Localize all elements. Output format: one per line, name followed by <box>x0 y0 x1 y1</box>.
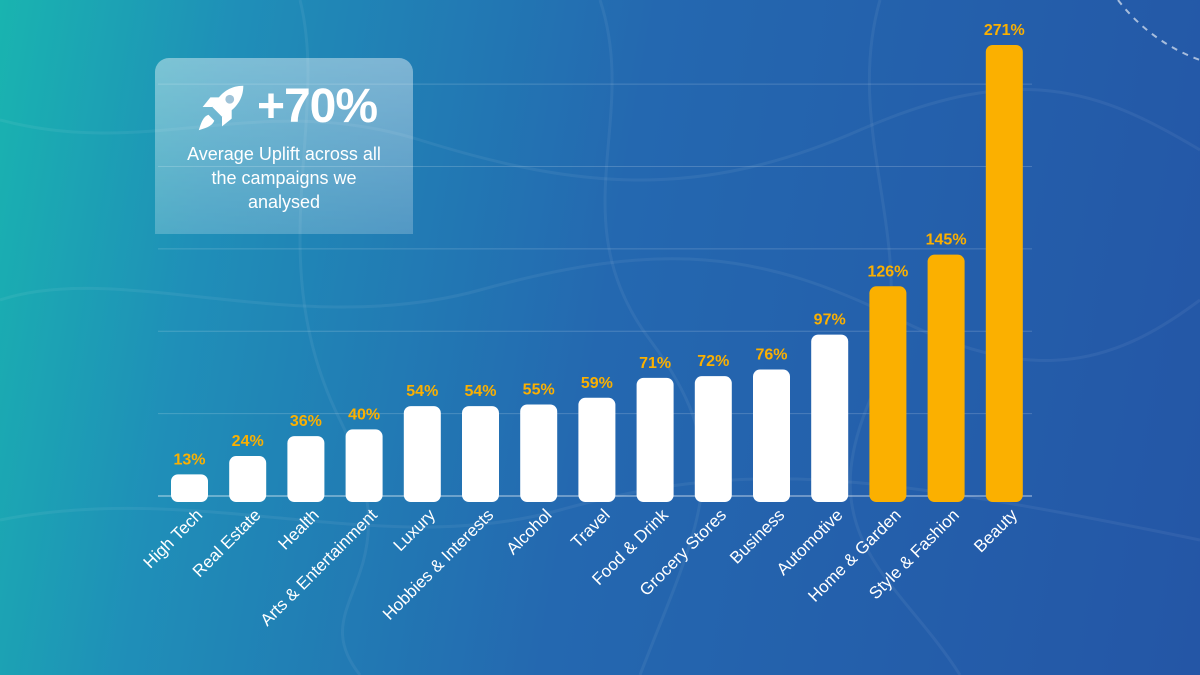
bar-grocery-stores <box>694 376 732 502</box>
value-label-arts-and-entertainment: 40% <box>348 406 380 423</box>
category-label-luxury: Luxury <box>390 505 440 555</box>
rocket-icon <box>198 85 244 131</box>
bar-health <box>287 436 325 502</box>
average-uplift-callout: +70% Average Uplift across all the campa… <box>155 58 413 234</box>
category-label-health: Health <box>275 505 323 553</box>
value-label-hobbies-and-interests: 54% <box>464 383 496 400</box>
callout-header: +70% <box>155 76 413 138</box>
value-label-business: 76% <box>755 347 787 364</box>
category-label-hobbies-and-interests: Hobbies & Interests <box>379 505 497 623</box>
bar-business <box>753 369 790 502</box>
bar-real-estate <box>229 456 267 502</box>
bar-arts-and-entertainment <box>345 429 383 502</box>
bar-hobbies-and-interests <box>462 406 499 502</box>
value-label-travel: 59% <box>581 375 613 392</box>
bar-style-and-fashion <box>927 254 965 502</box>
value-label-real-estate: 24% <box>232 433 264 450</box>
category-label-beauty: Beauty <box>970 505 1021 556</box>
gridlines <box>158 83 1032 415</box>
category-label-alcohol: Alcohol <box>503 505 556 558</box>
bar-travel <box>578 397 616 502</box>
bars <box>171 44 1023 502</box>
value-label-luxury: 54% <box>406 383 438 400</box>
average-uplift-description: Average Uplift across all the campaigns … <box>187 144 381 212</box>
category-label-travel: Travel <box>567 505 613 551</box>
decorative-dashed-arc <box>1117 0 1200 61</box>
value-label-automotive: 97% <box>814 312 846 329</box>
bar-beauty <box>985 44 1023 502</box>
value-labels: 13% 24% 36% 40% 54% 54% 55% 59% 71% 72% 76% 97% 126%… <box>173 22 1024 468</box>
value-label-high-tech: 13% <box>173 451 205 468</box>
value-label-alcohol: 55% <box>523 381 555 398</box>
bar-alcohol <box>520 404 558 502</box>
value-label-beauty: 271% <box>984 22 1025 39</box>
bar-home-and-garden <box>869 286 907 502</box>
value-label-health: 36% <box>290 413 322 430</box>
value-label-grocery-stores: 72% <box>697 353 729 370</box>
bar-high-tech <box>171 474 208 502</box>
value-label-food-and-drink: 71% <box>639 355 671 372</box>
bar-automotive <box>811 334 849 502</box>
bar-luxury <box>403 406 441 502</box>
bar-food-and-drink <box>636 377 674 502</box>
value-label-home-and-garden: 126% <box>867 263 908 280</box>
value-label-style-and-fashion: 145% <box>926 232 967 249</box>
average-uplift-value: +70% <box>256 80 378 133</box>
